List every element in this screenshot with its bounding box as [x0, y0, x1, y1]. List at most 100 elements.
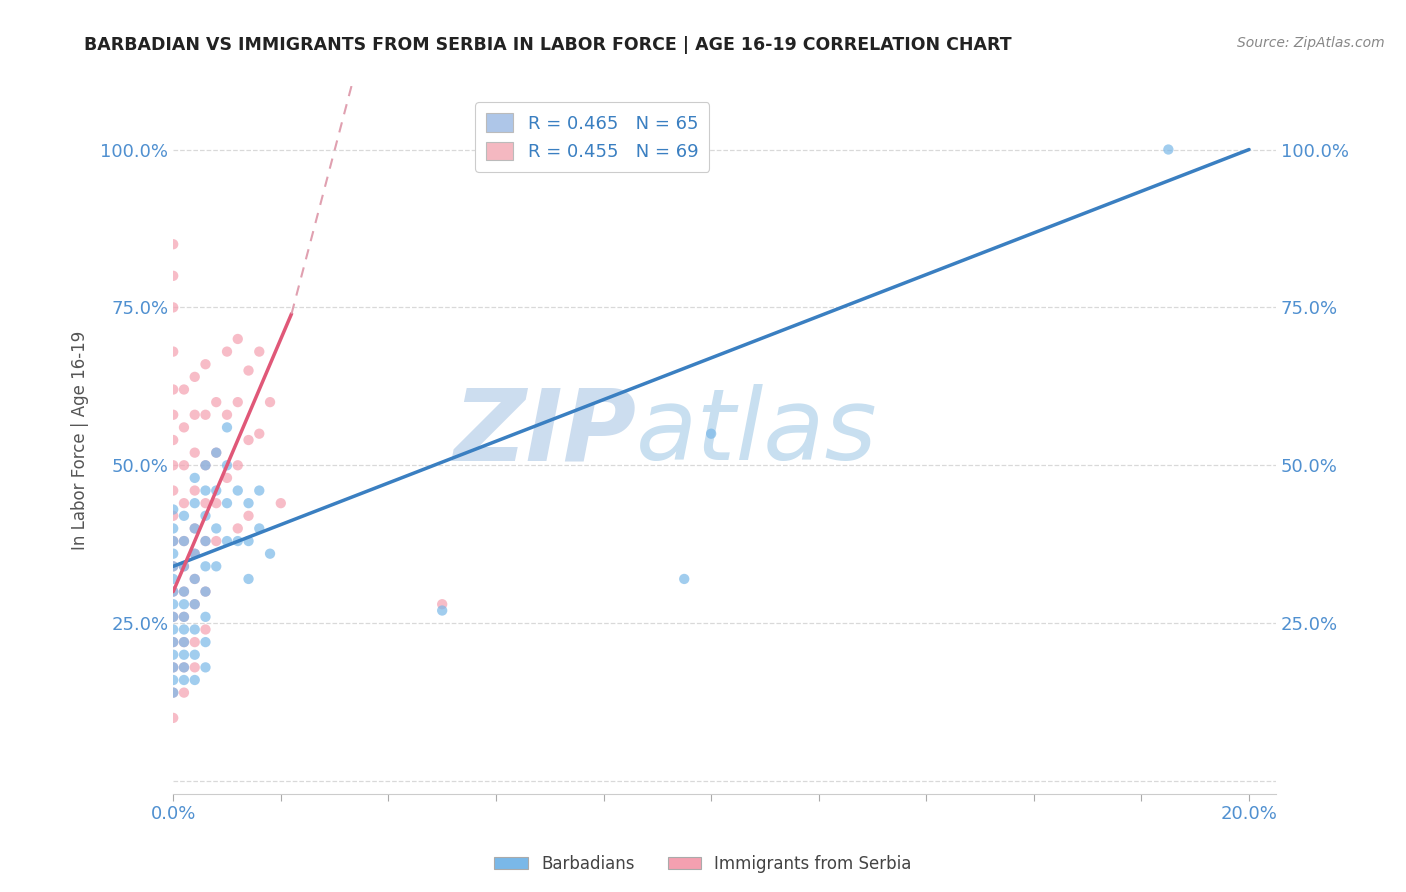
Point	[247, 344, 270, 359]
Point	[194, 496, 217, 510]
Point	[247, 483, 270, 498]
Point	[238, 572, 260, 586]
Point	[215, 458, 238, 473]
Point	[173, 635, 195, 649]
Point	[162, 408, 184, 422]
Point	[162, 458, 184, 473]
Point	[173, 673, 195, 687]
Point	[194, 660, 217, 674]
Point	[247, 521, 270, 535]
Point	[173, 534, 195, 549]
Point	[162, 502, 184, 516]
Point	[238, 508, 260, 523]
Point	[173, 383, 195, 397]
Point	[226, 534, 249, 549]
Point	[238, 496, 260, 510]
Point	[183, 597, 205, 611]
Point	[259, 547, 281, 561]
Point	[205, 496, 228, 510]
Point	[162, 685, 184, 699]
Point	[173, 559, 195, 574]
Point	[194, 508, 217, 523]
Point	[205, 445, 228, 459]
Point	[173, 610, 195, 624]
Point	[215, 420, 238, 434]
Point	[194, 458, 217, 473]
Point	[162, 685, 184, 699]
Point	[173, 610, 195, 624]
Y-axis label: In Labor Force | Age 16-19: In Labor Force | Age 16-19	[72, 330, 89, 549]
Point	[226, 395, 249, 409]
Point	[162, 711, 184, 725]
Point	[162, 559, 184, 574]
Point	[226, 483, 249, 498]
Point	[194, 534, 217, 549]
Text: Source: ZipAtlas.com: Source: ZipAtlas.com	[1237, 36, 1385, 50]
Point	[183, 597, 205, 611]
Point	[183, 369, 205, 384]
Point	[162, 534, 184, 549]
Point	[194, 623, 217, 637]
Point	[194, 408, 217, 422]
Point	[194, 610, 217, 624]
Point	[162, 584, 184, 599]
Point	[173, 584, 195, 599]
Point	[162, 673, 184, 687]
Point	[183, 408, 205, 422]
Point	[162, 572, 184, 586]
Point	[173, 597, 195, 611]
Point	[238, 363, 260, 377]
Point	[183, 547, 205, 561]
Point	[226, 332, 249, 346]
Point	[162, 648, 184, 662]
Point	[194, 458, 217, 473]
Point	[226, 458, 249, 473]
Point	[173, 623, 195, 637]
Point	[173, 685, 195, 699]
Point	[259, 395, 281, 409]
Point	[205, 445, 228, 459]
Point	[173, 584, 195, 599]
Point	[162, 383, 184, 397]
Point	[205, 395, 228, 409]
Point	[162, 534, 184, 549]
Point	[173, 420, 195, 434]
Point	[173, 635, 195, 649]
Point	[162, 344, 184, 359]
Point	[238, 534, 260, 549]
Point	[194, 559, 217, 574]
Point	[183, 572, 205, 586]
Point	[162, 301, 184, 315]
Point	[173, 660, 195, 674]
Point	[173, 458, 195, 473]
Point	[173, 496, 195, 510]
Point	[205, 483, 228, 498]
Point	[700, 426, 723, 441]
Point	[183, 521, 205, 535]
Point	[173, 534, 195, 549]
Point	[215, 471, 238, 485]
Point	[205, 559, 228, 574]
Point	[183, 572, 205, 586]
Point	[162, 547, 184, 561]
Point	[194, 483, 217, 498]
Point	[183, 623, 205, 637]
Point	[1157, 143, 1180, 157]
Point	[173, 508, 195, 523]
Point	[162, 623, 184, 637]
Point	[183, 547, 205, 561]
Point	[162, 559, 184, 574]
Point	[162, 521, 184, 535]
Point	[226, 521, 249, 535]
Point	[162, 635, 184, 649]
Point	[173, 648, 195, 662]
Legend: R = 0.465   N = 65, R = 0.455   N = 69: R = 0.465 N = 65, R = 0.455 N = 69	[475, 103, 709, 172]
Point	[162, 433, 184, 447]
Point	[430, 603, 453, 617]
Point	[162, 268, 184, 283]
Text: atlas: atlas	[637, 384, 877, 482]
Point	[183, 660, 205, 674]
Point	[215, 534, 238, 549]
Point	[183, 635, 205, 649]
Point	[183, 471, 205, 485]
